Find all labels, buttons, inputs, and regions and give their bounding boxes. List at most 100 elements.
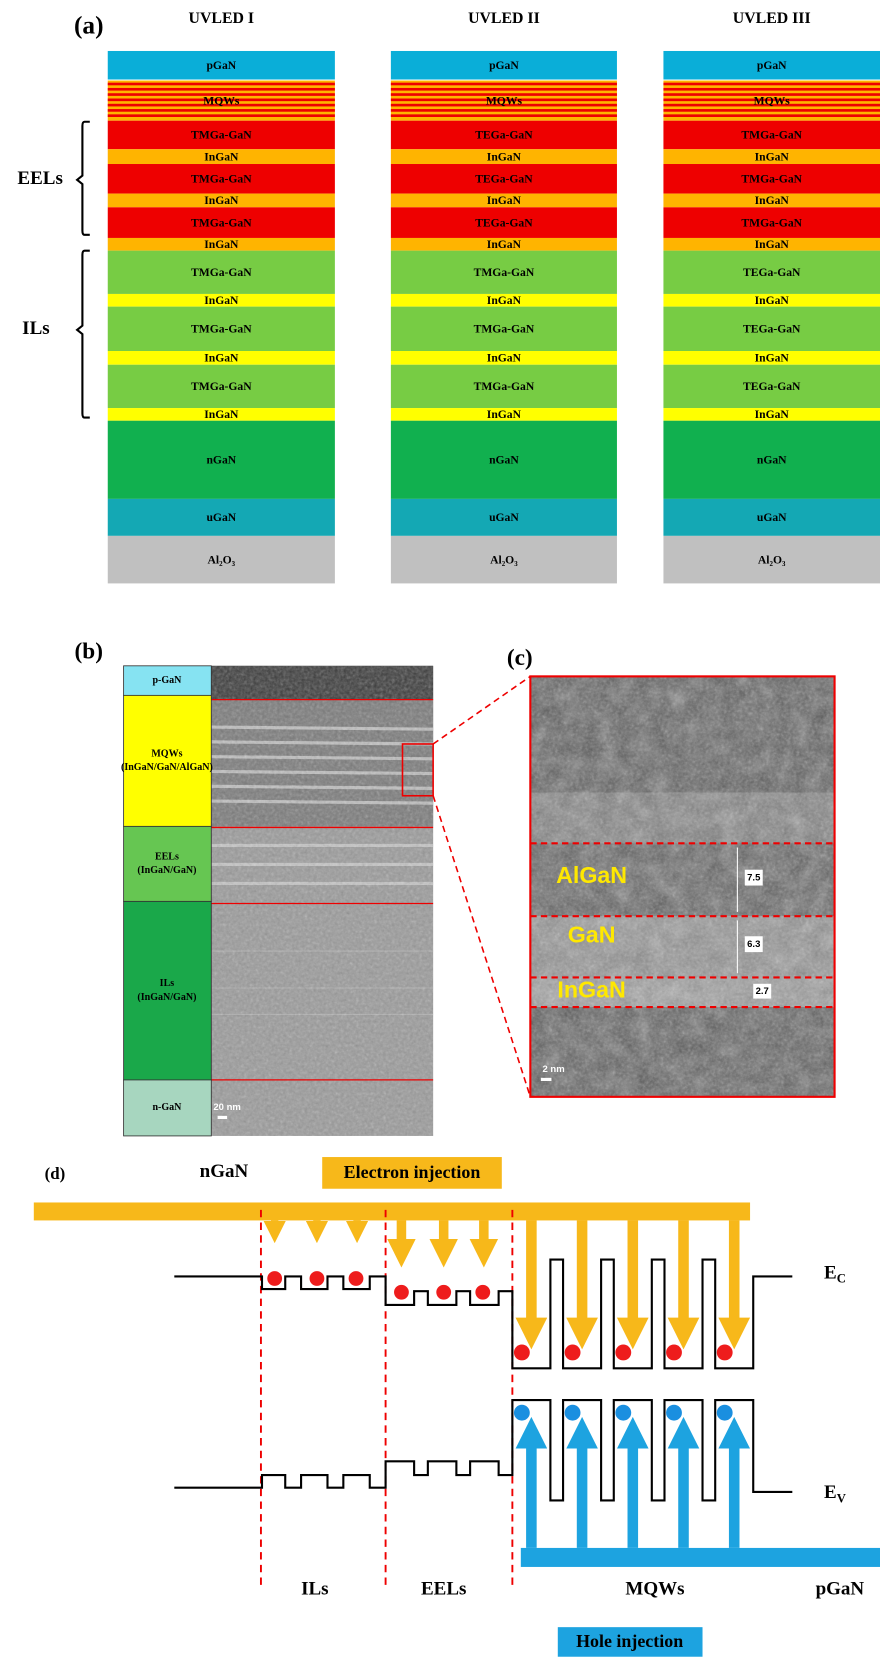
layer-label: TMGa-GaN (741, 129, 802, 142)
electron (310, 1271, 325, 1286)
layer-stripe (108, 109, 335, 112)
layer-label: nGaN (206, 454, 236, 467)
layer-label: TEGa-GaN (743, 323, 801, 336)
layer-label: Al₂O₃ (758, 553, 786, 566)
panel-label: (b) (75, 638, 103, 664)
region-label: MQWs (151, 748, 182, 759)
electron (394, 1285, 409, 1300)
layer-label: TMGa-GaN (191, 173, 252, 186)
layer-label: TMGa-GaN (191, 380, 252, 393)
layer-label: uGaN (206, 511, 236, 524)
layer-stripe (391, 109, 617, 112)
region-label: (InGaN/GaN/AlGaN) (121, 762, 213, 773)
scale-label: 2 nm (542, 1064, 564, 1075)
scale-label: 20 nm (213, 1102, 240, 1113)
layer-label: InGaN (204, 238, 239, 251)
layer-label: InGaN (204, 294, 239, 307)
layer-name: InGaN (557, 976, 625, 1002)
layer-label: InGaN (487, 194, 522, 207)
layer-label: MQWs (486, 94, 523, 107)
electron (436, 1285, 451, 1300)
layer-label: TMGa-GaN (741, 173, 802, 186)
bracket-label: ILs (22, 318, 49, 339)
electron (514, 1345, 530, 1361)
electron (475, 1285, 490, 1300)
layer-label: TMGa-GaN (191, 266, 252, 279)
layer-label: InGaN (755, 294, 790, 307)
layer-stripe (391, 88, 617, 91)
layer-stripe (663, 109, 880, 112)
layer-stripe (108, 83, 335, 86)
figure: (a) UVLED I pGaN MQWs TMGa-GaN InGaN TMGa-GaN I… (0, 0, 880, 1657)
layer-label: Al₂O₃ (208, 553, 236, 566)
layer-label: uGaN (757, 511, 787, 524)
electron (615, 1345, 631, 1361)
layer-label: InGaN (487, 352, 522, 365)
layer-label: InGaN (755, 352, 790, 365)
region-label: MQWs (625, 1579, 684, 1600)
panel-label: (a) (74, 12, 104, 40)
layer-label: pGaN (206, 59, 236, 72)
layer-label: InGaN (204, 408, 239, 421)
region (124, 901, 212, 1080)
electron (717, 1345, 733, 1361)
hole (717, 1405, 733, 1421)
layer-stripe (391, 83, 617, 86)
layer-label: nGaN (757, 454, 787, 467)
layer-label: TMGa-GaN (474, 380, 535, 393)
region-label: pGaN (816, 1579, 865, 1600)
injection-label: Hole injection (576, 1631, 683, 1651)
layer-stripe (663, 88, 880, 91)
region-label: (InGaN/GaN) (137, 865, 196, 876)
region-label: ILs (160, 978, 175, 989)
column-title: UVLED III (733, 10, 811, 27)
panel-label: (c) (507, 645, 533, 671)
layer-label: InGaN (204, 150, 239, 163)
layer-label: InGaN (487, 408, 522, 421)
bracket-label: EELs (17, 168, 62, 189)
layer-name: AlGaN (556, 862, 627, 888)
layer-stripe (663, 83, 880, 86)
layer-label: TEGa-GaN (743, 380, 801, 393)
layer-label: InGaN (487, 238, 522, 251)
ev-label-main: E (824, 1482, 837, 1503)
ec-label: EC (824, 1263, 846, 1286)
layer-label: InGaN (755, 194, 790, 207)
region-label: p-GaN (152, 675, 182, 686)
layer-label: TEGa-GaN (743, 266, 801, 279)
region-label: EELs (421, 1579, 466, 1600)
layer-label: TMGa-GaN (191, 129, 252, 142)
bracket (77, 251, 90, 418)
layer-label: pGaN (489, 59, 519, 72)
layer-stripe (663, 114, 880, 117)
thickness: 7.5 (747, 873, 761, 884)
region-label: (InGaN/GaN) (137, 992, 196, 1003)
layer-name: GaN (568, 921, 616, 947)
ev-label: EV (824, 1482, 846, 1505)
layer-label: nGaN (489, 454, 519, 467)
column-title: UVLED I (189, 10, 255, 27)
region (124, 695, 212, 826)
thickness: 6.3 (747, 939, 760, 950)
ev-label-sub: V (837, 1491, 846, 1505)
layer-label: InGaN (755, 238, 790, 251)
layer-stripe (108, 88, 335, 91)
layer-label: pGaN (757, 59, 787, 72)
thickness: 2.7 (756, 986, 769, 997)
bracket (77, 122, 90, 235)
electron (666, 1345, 682, 1361)
hole (615, 1405, 631, 1421)
layer-label: TEGa-GaN (475, 216, 533, 229)
layer-label: TMGa-GaN (741, 216, 802, 229)
layer-label: TMGa-GaN (191, 216, 252, 229)
layer-label: TEGa-GaN (475, 173, 533, 186)
region-label: n-GaN (152, 1102, 182, 1113)
layer-label: TMGa-GaN (474, 323, 535, 336)
panel-label: (d) (45, 1164, 66, 1183)
electron (349, 1271, 364, 1286)
hole (514, 1405, 530, 1421)
region-label: ILs (301, 1579, 328, 1600)
layer-label: InGaN (487, 294, 522, 307)
layer-stripe (108, 114, 335, 117)
region (124, 826, 212, 901)
